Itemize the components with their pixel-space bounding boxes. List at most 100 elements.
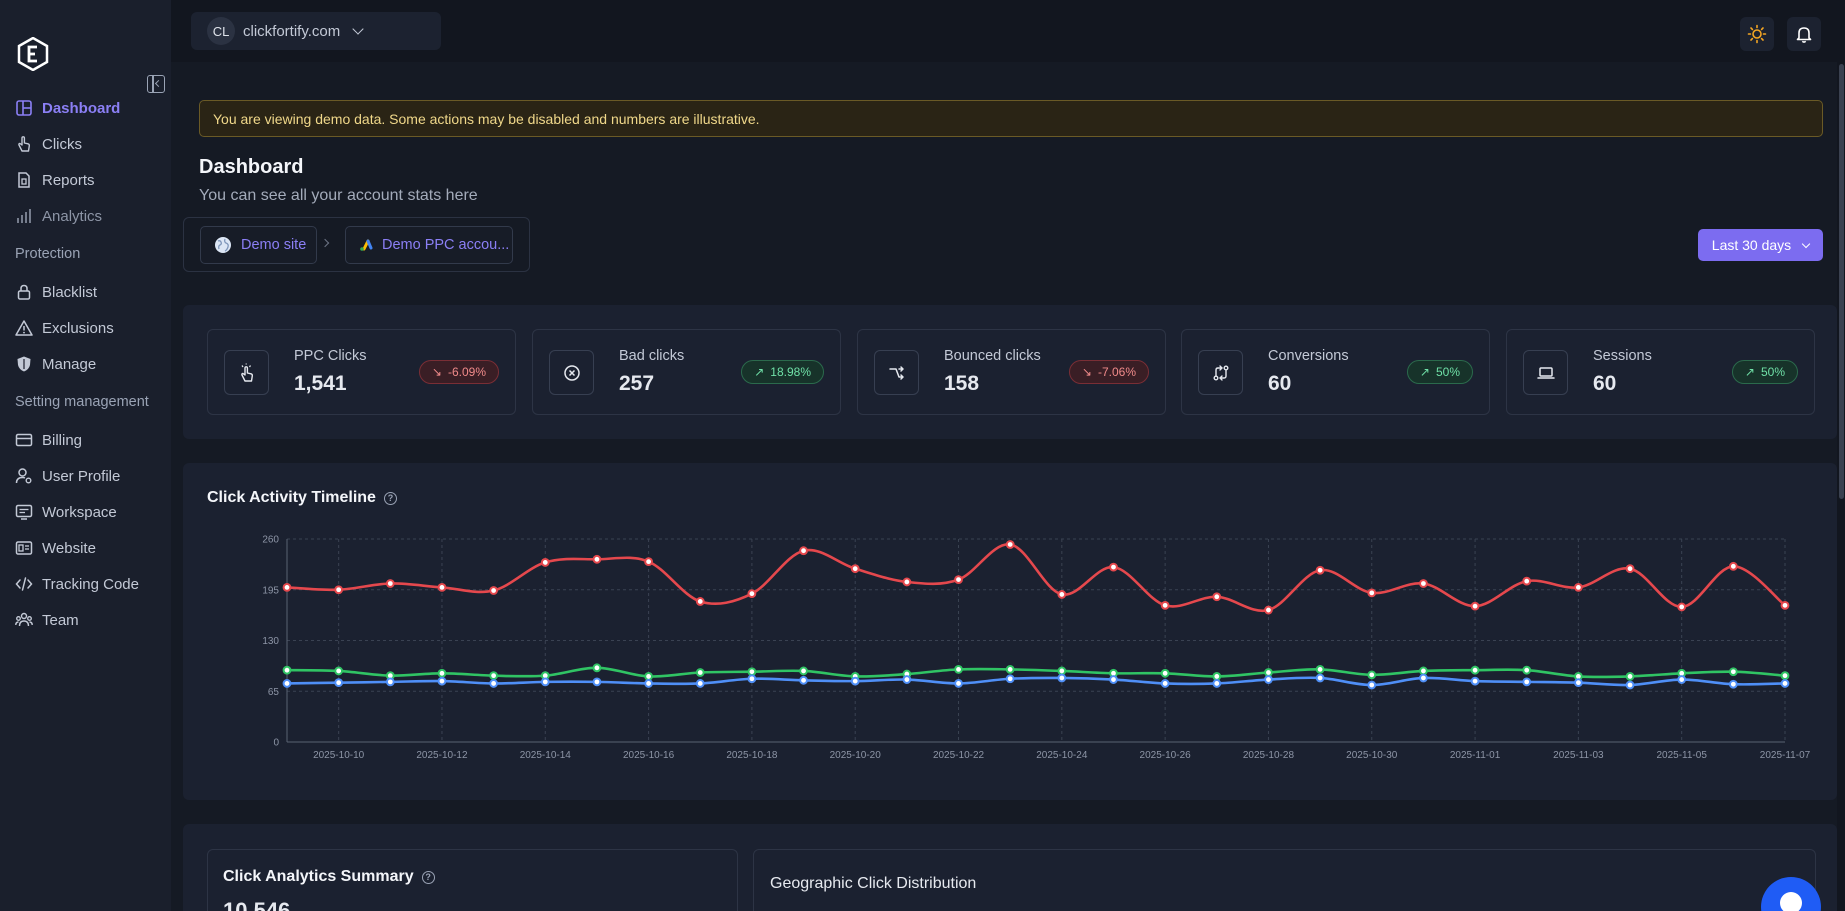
user-gear-icon [15, 467, 33, 485]
sidebar-item-blacklist[interactable]: Blacklist [15, 281, 97, 303]
x-tick-label: 2025-10-28 [1243, 750, 1295, 761]
sidebar-item-manage[interactable]: Manage [15, 353, 96, 375]
site-initials-badge: CL [207, 17, 235, 45]
data-point [1728, 679, 1738, 689]
y-tick-label: 260 [262, 535, 279, 546]
arrow-down-right-icon: ↘ [431, 365, 442, 379]
date-range-button[interactable]: Last 30 days [1698, 229, 1823, 261]
data-point [1522, 576, 1532, 586]
data-point [747, 589, 757, 599]
stat-card-ppc-clicks[interactable]: PPC Clicks 1,541 ↘ -6.09% [207, 329, 516, 415]
data-point [799, 666, 808, 676]
data-point [1109, 562, 1118, 572]
sidebar-item-label: Dashboard [42, 99, 121, 117]
y-tick-label: 0 [273, 738, 279, 749]
data-point [1522, 677, 1532, 687]
summary-card [207, 849, 738, 911]
sidebar-item-exclusions[interactable]: Exclusions [15, 317, 114, 339]
data-point [954, 575, 963, 584]
website-icon [15, 539, 33, 557]
page-subtitle: You can see all your account stats here [199, 187, 478, 204]
series-line [286, 543, 1786, 613]
sidebar-item-dashboard[interactable]: Dashboard [15, 97, 120, 119]
stat-card-sessions[interactable]: Sessions 60 ↗ 50% [1506, 329, 1815, 415]
data-point [437, 583, 447, 592]
stat-change-value: 50% [1760, 365, 1785, 379]
data-point [695, 679, 705, 688]
sidebar-item-user-profile[interactable]: User Profile [15, 465, 120, 487]
data-point [540, 677, 550, 687]
data-point [282, 583, 292, 592]
help-icon[interactable]: ? [421, 870, 435, 884]
lock-icon [15, 283, 33, 301]
data-point [799, 546, 808, 556]
data-point [902, 577, 912, 587]
stat-label: Conversions [1268, 348, 1349, 364]
data-point [1780, 600, 1790, 610]
data-point [1625, 672, 1635, 681]
sidebar-item-website[interactable]: Website [15, 537, 96, 559]
summary-value: 10,546 [223, 898, 291, 911]
data-point [1573, 583, 1583, 592]
data-point [799, 675, 808, 685]
stat-card-conversions[interactable]: Conversions 60 ↗ 50% [1181, 329, 1490, 415]
help-icon[interactable]: ? [383, 491, 397, 505]
geo-card [753, 849, 1816, 911]
data-point [592, 677, 602, 687]
sidebar-item-team[interactable]: Team [15, 609, 79, 631]
x-tick-label: 2025-11-05 [1656, 750, 1707, 761]
sidebar-item-workspace[interactable]: Workspace [15, 501, 117, 523]
x-tick-label: 2025-10-26 [1140, 750, 1192, 761]
code-icon [15, 575, 33, 593]
data-point [282, 679, 292, 688]
sidebar-item-tracking-code[interactable]: Tracking Code [15, 573, 139, 595]
data-point [1677, 675, 1687, 684]
scrollbar-thumb[interactable] [1839, 64, 1844, 499]
sidebar-item-label: Analytics [42, 207, 103, 225]
data-point [695, 668, 705, 677]
laptop-icon [1523, 350, 1568, 395]
sidebar-item-analytics[interactable]: Analytics [15, 205, 102, 227]
notifications-button[interactable] [1787, 17, 1821, 51]
breadcrumb-ppc-account[interactable]: Demo PPC accou... [345, 226, 513, 264]
data-point [1315, 565, 1325, 575]
data-point [1419, 666, 1428, 676]
theme-toggle-button[interactable] [1740, 17, 1774, 51]
stat-card-bounced-clicks[interactable]: Bounced clicks 158 ↘ -7.06% [857, 329, 1166, 415]
data-point [850, 676, 860, 686]
data-point [1367, 670, 1377, 680]
sidebar-item-reports[interactable]: Reports [15, 169, 95, 191]
collapse-sidebar-icon[interactable] [147, 75, 165, 93]
logo-icon[interactable] [17, 37, 49, 71]
geo-title: Geographic Click Distribution [770, 875, 977, 892]
data-point [1522, 665, 1532, 675]
breadcrumb-site[interactable]: Demo site [200, 226, 317, 264]
data-point [1005, 664, 1015, 674]
sidebar-item-billing[interactable]: Billing [15, 429, 82, 451]
data-point [1367, 680, 1377, 690]
data-point [1677, 602, 1687, 612]
data-point [437, 676, 447, 686]
data-point [954, 679, 963, 688]
chart-title: Click Activity Timeline ? [207, 489, 397, 507]
site-selector[interactable]: CL clickfortify.com [191, 12, 441, 50]
data-point [747, 674, 757, 684]
data-point [1470, 676, 1480, 686]
bell-icon [1796, 27, 1812, 43]
stat-card-bad-clicks[interactable]: Bad clicks 257 ↗ 18.98% [532, 329, 841, 415]
page-title: Dashboard [199, 156, 304, 178]
data-point [282, 665, 292, 675]
data-point [1160, 668, 1170, 678]
data-point [1728, 561, 1738, 571]
data-point [644, 672, 653, 681]
x-tick-label: 2025-10-30 [1346, 750, 1398, 761]
x-tick-label: 2025-11-07 [1760, 750, 1811, 761]
sidebar-item-clicks[interactable]: Clicks [15, 133, 82, 155]
sidebar-item-label: Workspace [42, 503, 117, 521]
x-tick-label: 2025-10-20 [830, 750, 882, 761]
stat-value: 1,541 [294, 372, 347, 395]
data-point [1625, 564, 1635, 574]
y-tick-label: 195 [262, 585, 279, 596]
stat-value: 60 [1268, 372, 1292, 395]
x-tick-label: 2025-10-24 [1036, 750, 1088, 761]
